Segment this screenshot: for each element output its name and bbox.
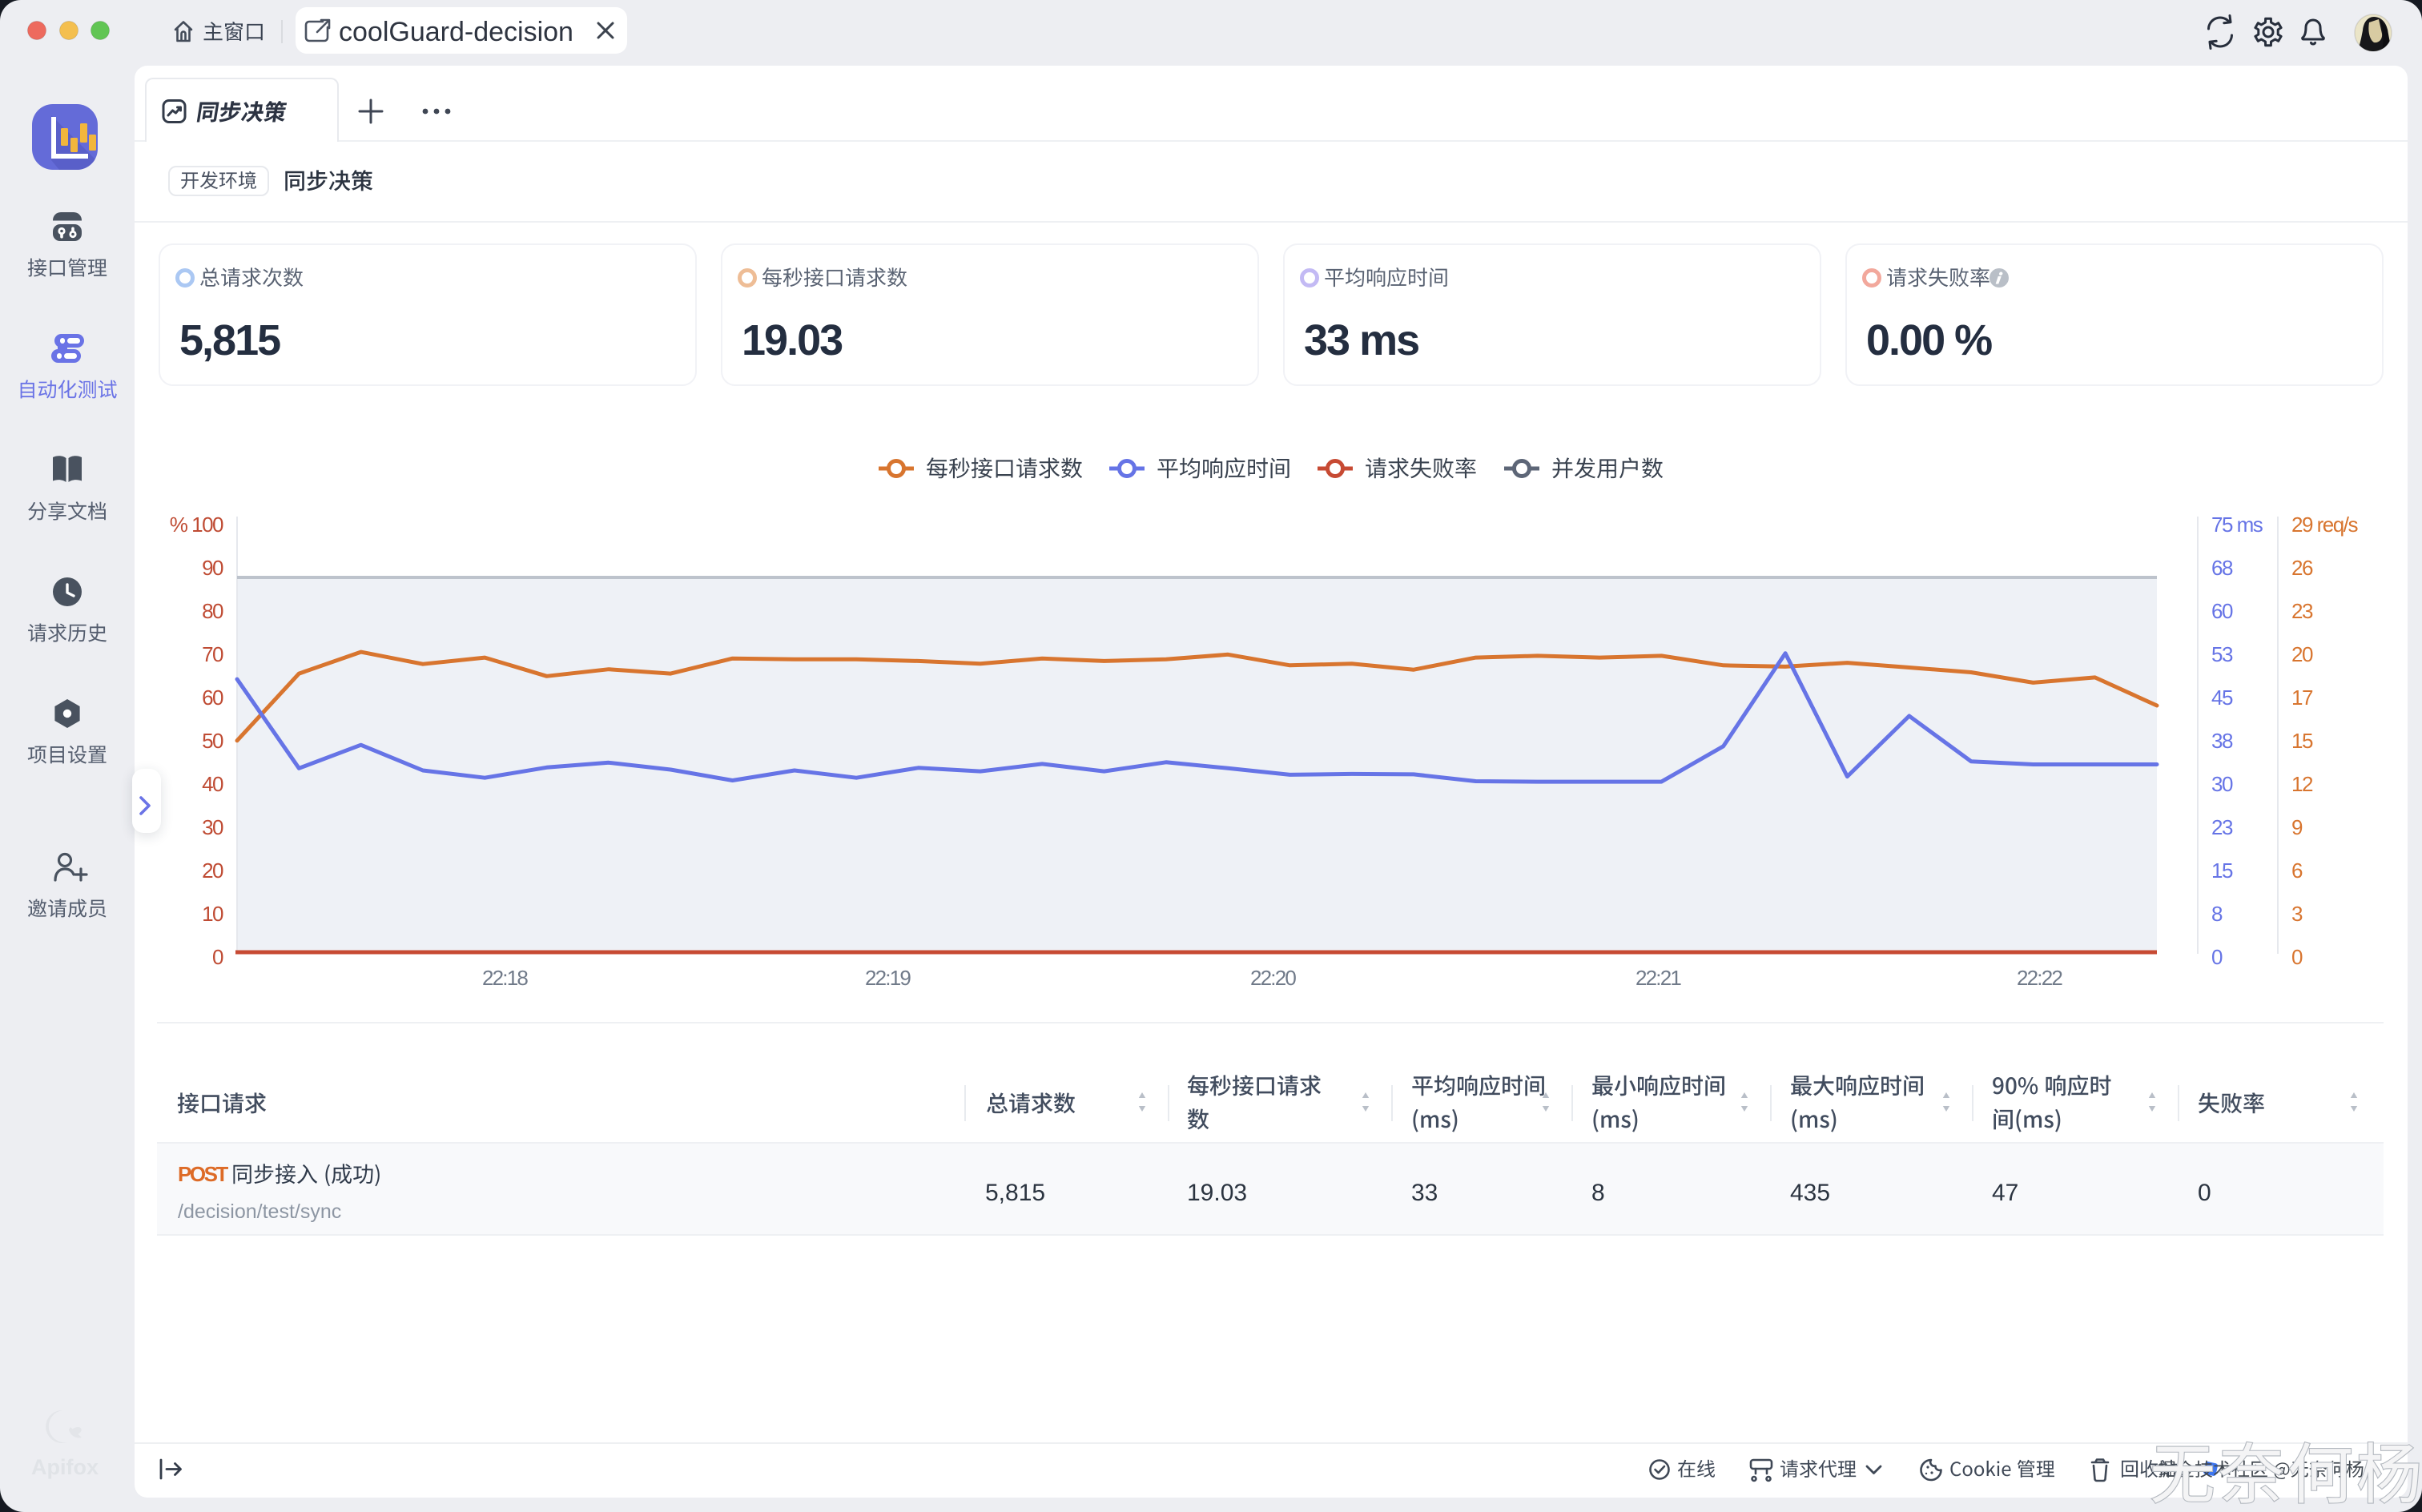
svg-text:90: 90	[202, 556, 223, 580]
svg-text:15: 15	[2291, 729, 2313, 753]
svg-text:75 ms: 75 ms	[2211, 513, 2263, 537]
svg-text:68: 68	[2211, 556, 2233, 580]
svg-text:80: 80	[202, 599, 223, 623]
svg-text:22:22: 22:22	[2017, 966, 2062, 990]
svg-text:30: 30	[2211, 772, 2233, 796]
svg-text:60: 60	[2211, 599, 2233, 623]
svg-text:5,815: 5,815	[985, 1180, 1045, 1206]
svg-text:26: 26	[2291, 556, 2313, 580]
svg-text:5,815: 5,815	[179, 316, 280, 364]
svg-text:10: 10	[202, 902, 223, 926]
svg-text:29 req/s: 29 req/s	[2291, 513, 2358, 537]
svg-text:0.00 %: 0.00 %	[1866, 316, 1992, 364]
svg-text:3: 3	[2291, 902, 2303, 926]
svg-text:0: 0	[212, 945, 223, 969]
svg-text:60: 60	[202, 686, 223, 710]
svg-text:23: 23	[2211, 815, 2233, 839]
svg-text:38: 38	[2211, 729, 2233, 753]
svg-text:8: 8	[2211, 902, 2223, 926]
svg-text:50: 50	[202, 729, 223, 753]
svg-text:435: 435	[1790, 1180, 1830, 1206]
svg-text:coolGuard-decision: coolGuard-decision	[339, 17, 573, 47]
svg-text:47: 47	[1992, 1180, 2018, 1206]
svg-text:22:18: 22:18	[482, 966, 528, 990]
svg-text:20: 20	[202, 859, 223, 883]
svg-text:6: 6	[2291, 859, 2303, 883]
svg-text:POST: POST	[178, 1162, 228, 1186]
svg-text:19.03: 19.03	[742, 316, 843, 364]
svg-text:22:21: 22:21	[1635, 966, 1681, 990]
svg-text:0: 0	[2211, 945, 2223, 969]
svg-text:30: 30	[202, 815, 223, 839]
svg-text:8: 8	[1591, 1180, 1605, 1206]
svg-text:17: 17	[2291, 686, 2313, 710]
svg-text:12: 12	[2291, 772, 2313, 796]
svg-text:22:20: 22:20	[1250, 966, 1296, 990]
svg-text:0: 0	[2198, 1180, 2211, 1206]
svg-text:45: 45	[2211, 686, 2233, 710]
svg-text:/decision/test/sync: /decision/test/sync	[178, 1200, 341, 1223]
svg-text:9: 9	[2291, 815, 2303, 839]
svg-text:23: 23	[2291, 599, 2313, 623]
svg-text:% 100: % 100	[170, 513, 223, 537]
svg-text:22:19: 22:19	[865, 966, 911, 990]
svg-text:40: 40	[202, 772, 223, 796]
svg-text:0: 0	[2291, 945, 2303, 969]
svg-text:33: 33	[1411, 1180, 1438, 1206]
svg-text:15: 15	[2211, 859, 2233, 883]
svg-text:Apifox: Apifox	[31, 1455, 99, 1479]
svg-text:19.03: 19.03	[1187, 1180, 1247, 1206]
svg-text:33 ms: 33 ms	[1304, 316, 1418, 364]
svg-text:53: 53	[2211, 642, 2233, 666]
svg-text:70: 70	[202, 642, 223, 666]
svg-text:20: 20	[2291, 642, 2313, 666]
